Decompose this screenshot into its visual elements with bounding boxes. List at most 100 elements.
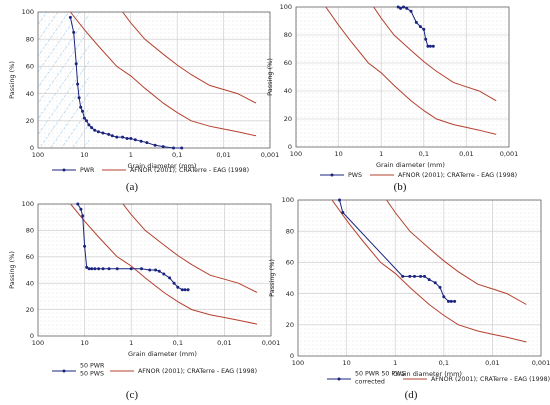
legend: PWS AFNOR (2001); CRATerre - EAG (1998) xyxy=(320,172,517,179)
series-point xyxy=(129,267,133,271)
series-point xyxy=(76,82,80,86)
series-point xyxy=(409,9,413,13)
limit-curve-upper xyxy=(122,11,257,104)
x-tick-label: 100 xyxy=(32,151,44,159)
series-point xyxy=(133,138,137,142)
x-tick-label: 0,1 xyxy=(439,359,449,367)
series-point xyxy=(186,288,190,292)
limit-curve-upper xyxy=(122,203,258,293)
series-point xyxy=(85,265,89,269)
series-point xyxy=(172,281,176,285)
x-tick-label: 0,01 xyxy=(485,359,499,367)
series-point xyxy=(90,126,94,130)
x-axis-label: Grain diameter (mm) xyxy=(128,350,197,358)
panel-label: (b) xyxy=(394,181,407,193)
axes-frame xyxy=(37,203,272,337)
x-tick-label: 1 xyxy=(129,151,133,159)
series-point xyxy=(442,295,446,299)
legend-label-sample: 50 PWR xyxy=(80,363,105,370)
limit-curve-upper xyxy=(386,199,527,305)
series-point xyxy=(82,116,86,120)
series-point xyxy=(110,134,114,138)
x-tick-label: 1 xyxy=(129,339,133,347)
legend-label-sample: PWR xyxy=(80,167,95,174)
x-tick-label: 0,001 xyxy=(500,150,519,158)
axes-frame xyxy=(37,11,271,149)
series-point xyxy=(97,267,101,271)
series-point xyxy=(79,105,83,109)
x-tick-label: 1 xyxy=(379,150,383,158)
y-tick-label: 60 xyxy=(26,253,34,261)
x-tick-label: 10 xyxy=(80,151,88,159)
series-point xyxy=(401,274,405,278)
series-point xyxy=(423,274,426,278)
series-point xyxy=(447,299,450,303)
legend-label-limits: AFNOR (2001); CRATerre - EAG (1998) xyxy=(431,376,550,383)
y-tick-label: 0 xyxy=(30,332,34,340)
x-tick-label: 10 xyxy=(334,150,342,158)
series-point xyxy=(180,288,184,292)
series-point xyxy=(422,27,426,31)
series-point xyxy=(145,141,149,145)
series-point xyxy=(428,44,432,48)
series-point xyxy=(93,267,97,271)
y-tick-label: 60 xyxy=(26,63,34,71)
series-point xyxy=(90,267,94,271)
series-point xyxy=(162,272,166,276)
legend-label-sample: 50 PWR 50 PWS xyxy=(355,371,405,378)
series-point xyxy=(85,119,88,123)
y-axis-label: Passing (%) xyxy=(8,251,16,289)
series-point xyxy=(449,299,453,303)
series-point xyxy=(93,128,97,132)
y-tick-label: 0 xyxy=(290,352,294,360)
y-tick-label: 20 xyxy=(284,115,292,123)
series-point xyxy=(453,299,457,303)
series-point xyxy=(83,244,87,248)
y-axis-label: Passing (%) xyxy=(268,259,276,297)
series-point xyxy=(338,198,341,202)
x-axis-label: Grain diameter (mm) xyxy=(393,370,462,378)
series-point xyxy=(115,267,119,271)
legend-label-limits: AFNOR (2001); CRATerre - EAG (1998) xyxy=(130,167,249,174)
series-point xyxy=(72,30,76,34)
y-tick-label: 20 xyxy=(26,306,34,314)
y-tick-label: 80 xyxy=(284,31,292,39)
series-point xyxy=(183,288,187,292)
series-point xyxy=(405,6,409,10)
y-tick-label: 0 xyxy=(288,143,292,151)
series-point xyxy=(427,278,431,282)
series-point xyxy=(172,146,175,150)
series-point xyxy=(402,5,405,9)
y-tick-label: 100 xyxy=(22,8,34,16)
series-point xyxy=(176,285,180,289)
panel-label: (c) xyxy=(126,389,139,401)
x-tick-label: 0,1 xyxy=(173,339,183,347)
legend-marker xyxy=(337,377,341,381)
y-tick-label: 40 xyxy=(26,279,34,287)
y-tick-label: 40 xyxy=(284,87,292,95)
legend: PWR AFNOR (2001); CRATerre - EAG (1998) xyxy=(52,167,249,174)
limit-curve-upper xyxy=(373,6,497,102)
chart-panel-b: 100 10 1 0,1 0,01 0,001 0 20 40 60 80 100 Grain diam… xyxy=(266,3,518,193)
x-tick-label: 0,01 xyxy=(216,151,230,159)
series-point xyxy=(153,143,157,147)
y-tick-label: 80 xyxy=(26,35,34,43)
y-tick-label: 40 xyxy=(26,90,34,98)
y-tick-label: 100 xyxy=(280,3,292,11)
series-point xyxy=(76,202,80,206)
series-point xyxy=(148,268,152,272)
series-point xyxy=(399,6,403,10)
legend-marker xyxy=(62,369,66,373)
series-point xyxy=(121,135,125,139)
series-point xyxy=(107,267,111,271)
series-point xyxy=(87,267,91,271)
series-point xyxy=(74,62,78,66)
panel-label: (d) xyxy=(405,389,418,401)
x-tick-label: 100 xyxy=(290,150,302,158)
dot-grid xyxy=(298,200,541,356)
y-tick-label: 80 xyxy=(286,227,294,235)
x-tick-label: 0,1 xyxy=(419,150,429,158)
series-point xyxy=(81,109,84,113)
